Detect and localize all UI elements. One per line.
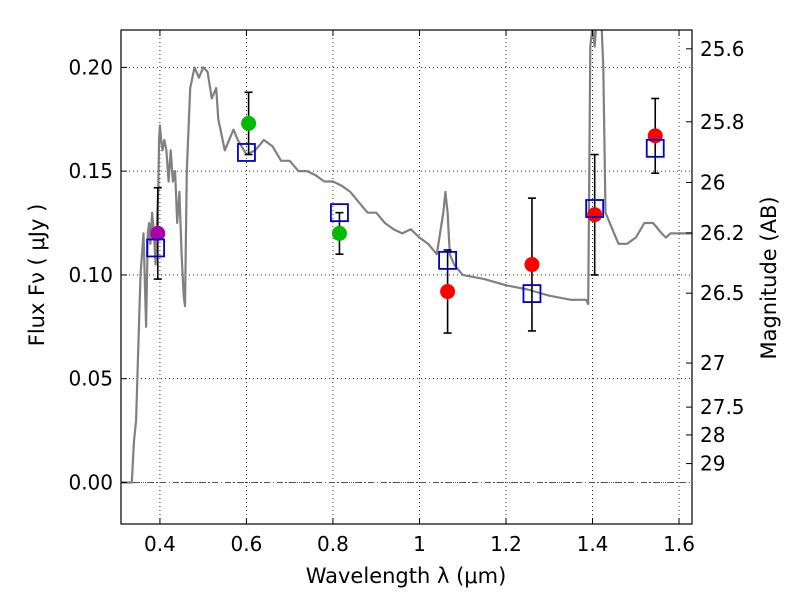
x-tick-label: 1.4 xyxy=(577,532,609,556)
x-axis: 0.4 0.6 0.8 1 1.2 1.4 1.6 xyxy=(144,30,695,556)
model-flux-square xyxy=(522,284,542,304)
magnitude-tick-label: 27.5 xyxy=(700,395,745,419)
x-tick-label: 1.6 xyxy=(663,532,695,556)
y-tick-label: 0.10 xyxy=(68,263,113,287)
x-tick-label: 1.2 xyxy=(490,532,522,556)
y-tick-label: 0.20 xyxy=(68,55,113,79)
x-tick-label: 1 xyxy=(413,532,426,556)
sed-model-line xyxy=(121,30,692,484)
model-flux-square xyxy=(330,203,349,223)
model-flux-square xyxy=(237,143,256,162)
grid xyxy=(121,30,692,524)
model-flux-square xyxy=(645,138,665,158)
magnitude-tick-label: 26.2 xyxy=(700,221,745,245)
magnitude-tick-label: 25.6 xyxy=(700,37,745,61)
magnitude-tick-label: 27 xyxy=(700,351,725,375)
model-fluxes xyxy=(146,138,665,304)
observed-flux-point xyxy=(440,284,456,300)
magnitude-tick-label: 26 xyxy=(700,170,725,194)
observed-flux-point xyxy=(647,128,663,144)
observed-flux-point xyxy=(587,207,603,223)
model-flux-square xyxy=(146,238,166,258)
y-tick-label: 0.00 xyxy=(68,470,113,494)
magnitude-axis-label: Magnitude (AB) xyxy=(757,196,781,359)
y-axis-label: Flux Fν ( μJy ) xyxy=(25,204,49,347)
observed-flux-point xyxy=(241,115,257,131)
magnitude-tick-label: 29 xyxy=(700,452,725,476)
magnitude-axis: 25.6 25.8 26 26.2 26.5 27 27.5 28 29 xyxy=(686,37,745,476)
magnitude-tick-label: 25.8 xyxy=(700,110,745,134)
y-axis: 0.00 0.05 0.10 0.15 0.20 xyxy=(68,55,127,494)
model-flux-square xyxy=(585,199,605,218)
x-tick-label: 0.6 xyxy=(231,532,263,556)
observed-flux-point xyxy=(331,225,347,241)
plot-frame xyxy=(120,29,693,525)
sed-model xyxy=(121,30,692,484)
x-tick-label: 0.4 xyxy=(144,532,176,556)
magnitude-tick-label: 28 xyxy=(700,423,725,447)
x-tick-label: 0.8 xyxy=(317,532,349,556)
observed-flux-point xyxy=(524,257,540,273)
x-axis-label: Wavelength λ (μm) xyxy=(306,564,507,588)
y-tick-label: 0.05 xyxy=(68,367,113,391)
observed-fluxes xyxy=(150,91,663,334)
y-tick-label: 0.15 xyxy=(68,159,113,183)
model-flux-square xyxy=(438,250,457,270)
observed-flux-point xyxy=(150,225,166,241)
magnitude-tick-label: 26.5 xyxy=(700,281,745,305)
